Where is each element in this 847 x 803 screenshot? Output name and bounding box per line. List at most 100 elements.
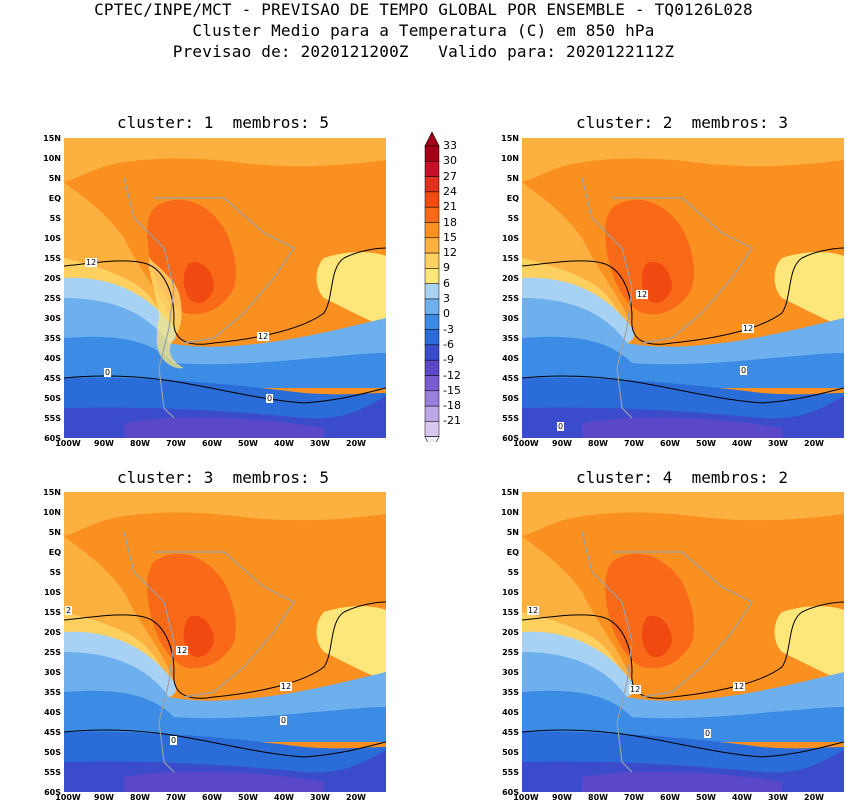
lat-tick-label: 10N	[43, 508, 61, 517]
lon-tick-label: 90W	[94, 793, 114, 802]
lon-tick-label: 100W	[513, 793, 539, 802]
panel-3-contour-label: 2	[65, 606, 73, 615]
lat-tick-label: 15S	[502, 254, 519, 263]
panel-1-title: cluster: 1 membros: 5	[117, 113, 329, 132]
colorbar-swatch	[424, 283, 440, 300]
lat-tick-label: 20S	[44, 628, 61, 637]
lat-tick-label: 35S	[502, 688, 519, 697]
colorbar-swatch	[424, 222, 440, 239]
colorbar-label: -21	[443, 414, 461, 428]
lat-tick-label: 55S	[44, 768, 61, 777]
lat-tick-label: 15S	[44, 608, 61, 617]
colorbar-swatch	[424, 237, 440, 254]
lat-tick-label: 15N	[43, 488, 61, 497]
colorbar-swatch	[424, 421, 440, 437]
lon-tick-label: 40W	[732, 793, 752, 802]
panel-4-contour-label: 12	[629, 685, 642, 694]
lat-tick-label: 5N	[48, 528, 61, 537]
lat-tick-label: 25S	[44, 648, 61, 657]
lon-tick-label: 50W	[238, 793, 258, 802]
panel-4-map	[522, 492, 844, 792]
lat-tick-label: 10N	[501, 154, 519, 163]
lon-tick-label: 80W	[588, 793, 608, 802]
lat-tick-label: 55S	[502, 768, 519, 777]
lon-tick-label: 30W	[768, 439, 788, 448]
colorbar-label: -6	[443, 337, 454, 351]
lat-tick-label: 5N	[506, 174, 519, 183]
lon-tick-label: 50W	[238, 439, 258, 448]
colorbar-label: 21	[443, 200, 457, 214]
lat-tick-label: 50S	[44, 394, 61, 403]
panel-3-contour-label: 0	[170, 736, 178, 745]
panel-2-title: cluster: 2 membros: 3	[576, 113, 788, 132]
lat-tick-label: 15S	[502, 608, 519, 617]
lat-tick-label: 25S	[502, 294, 519, 303]
colorbar-swatch	[424, 375, 440, 392]
lat-tick-label: 5S	[49, 214, 61, 223]
lon-tick-label: 60W	[660, 439, 680, 448]
panel-2-contour-label: 0	[740, 366, 748, 375]
lat-tick-label: 15N	[43, 134, 61, 143]
colorbar-swatch	[424, 405, 440, 422]
lon-tick-label: 80W	[588, 439, 608, 448]
colorbar-label: 33	[443, 139, 457, 152]
lon-tick-label: 80W	[130, 439, 150, 448]
lat-tick-label: EQ	[506, 548, 519, 557]
panel-4-contour-label: 12	[733, 682, 746, 691]
panel-3-contour-label: 12	[280, 682, 293, 691]
panel-2-contour-label: 0	[557, 422, 565, 431]
lat-tick-label: 5S	[49, 568, 61, 577]
header-line2: Cluster Medio para a Temperatura (C) em …	[192, 21, 655, 40]
lat-tick-label: 10S	[502, 234, 519, 243]
lat-tick-label: EQ	[48, 548, 61, 557]
lon-tick-label: 20W	[346, 439, 366, 448]
colorbar-label: -15	[443, 383, 461, 397]
colorbar-swatch	[424, 268, 440, 284]
lat-tick-label: 35S	[44, 334, 61, 343]
lat-tick-label: 55S	[502, 414, 519, 423]
lon-tick-label: 40W	[274, 439, 294, 448]
lat-tick-label: 5S	[507, 214, 519, 223]
colorbar-bottom-arrow	[424, 436, 440, 442]
colorbar-swatch	[424, 176, 440, 193]
colorbar-label: 0	[443, 307, 450, 321]
lat-tick-label: 60S	[44, 788, 61, 797]
panel-3-contour-label: 12	[176, 646, 189, 655]
lon-tick-label: 70W	[624, 793, 644, 802]
lat-tick-label: 10S	[502, 588, 519, 597]
colorbar-swatch	[424, 191, 440, 208]
colorbar	[424, 132, 440, 442]
header-line3: Previsao de: 2020121200Z Valido para: 20…	[172, 42, 675, 61]
colorbar-swatch	[424, 344, 440, 361]
colorbar-label: -12	[443, 368, 461, 382]
colorbar-swatch	[424, 252, 440, 269]
colorbar-swatch	[424, 359, 440, 376]
header-line1: CPTEC/INPE/MCT - PREVISAO DE TEMPO GLOBA…	[94, 0, 753, 19]
lon-tick-label: 70W	[166, 439, 186, 448]
lat-tick-label: 30S	[44, 668, 61, 677]
panel-2-contour-label: 12	[742, 324, 755, 333]
lat-tick-label: 45S	[44, 728, 61, 737]
lon-tick-label: 70W	[624, 439, 644, 448]
lon-tick-label: 100W	[55, 439, 81, 448]
colorbar-swatch	[424, 206, 440, 223]
colorbar-label: 18	[443, 215, 457, 229]
lon-tick-label: 100W	[55, 793, 81, 802]
lat-tick-label: 35S	[44, 688, 61, 697]
lon-tick-label: 30W	[768, 793, 788, 802]
lat-tick-label: 45S	[502, 374, 519, 383]
lat-tick-label: 20S	[44, 274, 61, 283]
colorbar-label: -3	[443, 322, 454, 336]
lat-tick-label: EQ	[506, 194, 519, 203]
lat-tick-label: 30S	[502, 314, 519, 323]
lon-tick-label: 90W	[94, 439, 114, 448]
panel-4-contour-label: 0	[704, 729, 712, 738]
lon-tick-label: 60W	[660, 793, 680, 802]
colorbar-label: -18	[443, 399, 461, 413]
lat-tick-label: 40S	[502, 354, 519, 363]
lat-tick-label: 60S	[44, 434, 61, 443]
panel-1-map	[64, 138, 386, 438]
lat-tick-label: 55S	[44, 414, 61, 423]
panel-2-map	[522, 138, 844, 438]
lon-tick-label: 20W	[804, 793, 824, 802]
